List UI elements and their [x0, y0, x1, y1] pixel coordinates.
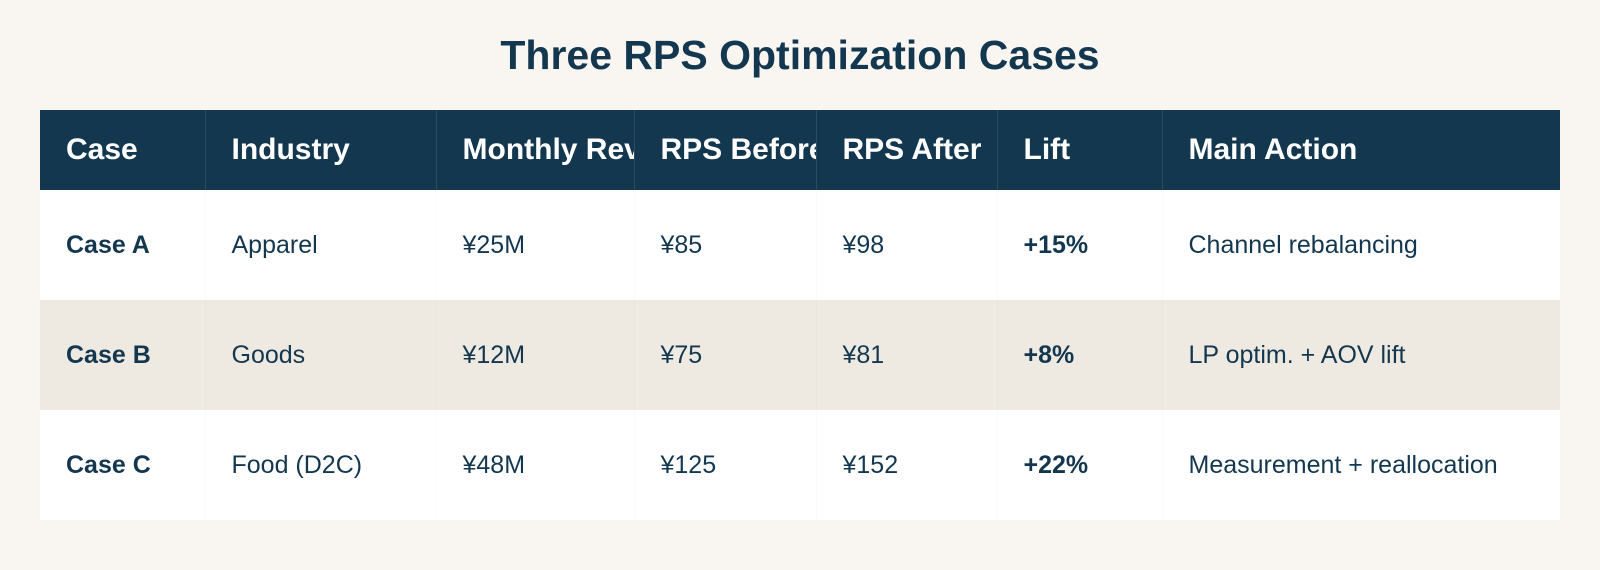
- cell-rps-before: ¥85: [660, 230, 703, 259]
- cell-main-action: Channel rebalancing: [1188, 231, 1418, 259]
- cell-rps-after: ¥98: [842, 230, 885, 259]
- page-title: Three RPS Optimization Cases: [500, 32, 1100, 78]
- header-industry: Industry: [205, 110, 437, 190]
- header-rps-before: RPS Before: [634, 110, 817, 190]
- cell-monthly-rev: ¥12M: [462, 340, 526, 369]
- cell-lift: +8%: [1023, 340, 1075, 369]
- table-row: Case A Apparel ¥25M ¥85 ¥98 +15% Channel…: [40, 190, 1560, 300]
- cell-lift: +15%: [1023, 230, 1089, 259]
- cell-industry: Goods: [231, 340, 306, 369]
- cell-case: Case B: [66, 340, 151, 369]
- table-row: Case B Goods ¥12M ¥75 ¥81 +8% LP optim. …: [40, 300, 1560, 410]
- cell-industry: Food (D2C): [231, 450, 363, 479]
- cell-main-action: LP optim. + AOV lift: [1188, 341, 1406, 369]
- cell-case: Case A: [66, 230, 150, 259]
- table-header-row: Case Industry Monthly Rev RPS Before RPS…: [40, 110, 1560, 190]
- cell-rps-after: ¥81: [842, 340, 885, 369]
- cell-lift: +22%: [1023, 450, 1089, 479]
- cell-industry: Apparel: [231, 230, 318, 259]
- cell-rps-after: ¥152: [842, 450, 899, 479]
- table-row: Case C Food (D2C) ¥48M ¥125 ¥152 +22% Me…: [40, 410, 1560, 520]
- header-rps-after: RPS After: [816, 110, 998, 190]
- cell-monthly-rev: ¥48M: [462, 450, 526, 479]
- cases-table: Case Industry Monthly Rev RPS Before RPS…: [40, 110, 1560, 520]
- cell-rps-before: ¥125: [660, 450, 717, 479]
- cell-rps-before: ¥75: [660, 340, 703, 369]
- header-case: Case: [40, 110, 206, 190]
- cell-main-action: Measurement + reallocation: [1188, 451, 1498, 479]
- header-monthly-rev: Monthly Rev: [436, 110, 635, 190]
- header-main-action: Main Action: [1188, 133, 1358, 166]
- cell-monthly-rev: ¥25M: [462, 230, 526, 259]
- header-lift: Lift: [997, 110, 1163, 190]
- cell-case: Case C: [66, 450, 151, 479]
